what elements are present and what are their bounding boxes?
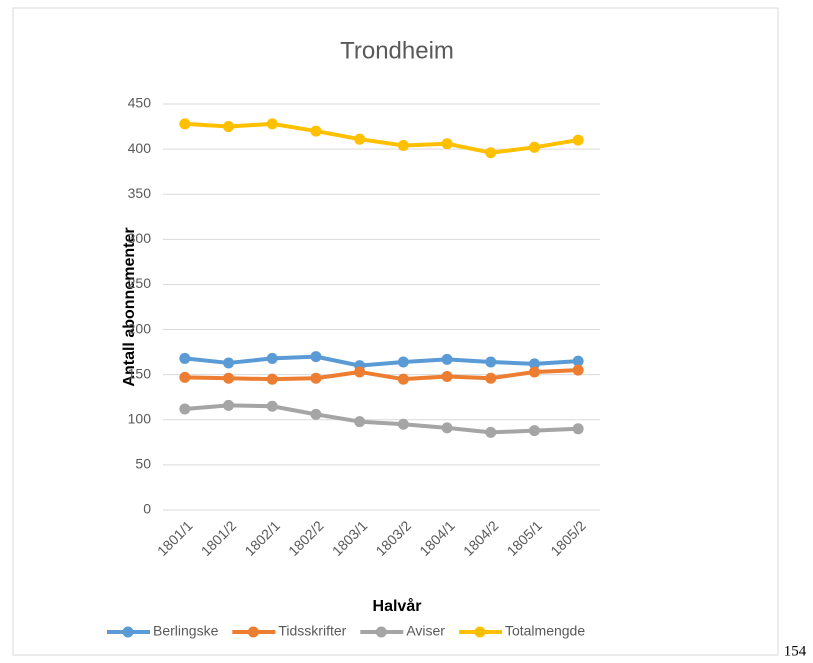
- data-point: [441, 422, 453, 434]
- data-point: [485, 356, 497, 368]
- data-point: [354, 133, 366, 145]
- legend-label: Totalmengde: [505, 623, 585, 639]
- data-point: [572, 355, 584, 367]
- data-point: [572, 134, 584, 146]
- data-point: [397, 356, 409, 368]
- legend-marker: [247, 626, 259, 638]
- data-point: [528, 358, 540, 370]
- data-point: [397, 140, 409, 152]
- data-point: [485, 426, 497, 438]
- data-point: [441, 370, 453, 382]
- data-point: [485, 147, 497, 159]
- series-line: [184, 368, 579, 382]
- page-number: 154: [784, 643, 807, 659]
- y-axis-label: Antall abonnementer: [121, 227, 138, 386]
- legend-label: Tidsskrifter: [278, 623, 346, 639]
- y-tick-label: 300: [128, 230, 152, 246]
- data-point: [266, 373, 278, 385]
- data-point: [223, 357, 235, 369]
- x-axis-label: Halvår: [373, 597, 422, 615]
- y-tick-label: 50: [135, 456, 151, 472]
- data-point: [310, 408, 322, 420]
- y-tick-label: 0: [143, 501, 151, 517]
- data-point: [354, 416, 366, 428]
- legend-marker: [122, 626, 134, 638]
- data-point: [485, 372, 497, 384]
- legend-label: Aviser: [406, 623, 445, 639]
- legend-marker: [474, 626, 486, 638]
- data-point: [310, 125, 322, 137]
- data-point: [266, 118, 278, 130]
- y-tick-label: 350: [128, 185, 152, 201]
- legend-label: Berlingske: [153, 623, 219, 639]
- data-point: [528, 425, 540, 437]
- data-point: [223, 372, 235, 384]
- data-point: [441, 353, 453, 365]
- data-point: [266, 352, 278, 364]
- data-point: [310, 351, 322, 363]
- series-line: [184, 354, 579, 368]
- data-point: [223, 399, 235, 411]
- data-point: [223, 121, 235, 133]
- data-point: [354, 366, 366, 378]
- data-point: [179, 118, 191, 130]
- y-tick-label: 250: [128, 275, 152, 291]
- series-line: [184, 121, 579, 155]
- series-line: [184, 403, 579, 435]
- data-point: [528, 366, 540, 378]
- y-tick-label: 450: [128, 95, 152, 111]
- legend-marker: [375, 626, 387, 638]
- data-point: [179, 371, 191, 383]
- y-tick-label: 150: [128, 365, 152, 381]
- data-point: [310, 372, 322, 384]
- data-point: [441, 138, 453, 150]
- data-point: [572, 364, 584, 376]
- data-point: [572, 423, 584, 435]
- data-point: [528, 141, 540, 153]
- y-tick-label: 100: [128, 410, 152, 426]
- data-point: [397, 418, 409, 430]
- data-point: [397, 373, 409, 385]
- y-tick-label: 400: [128, 140, 152, 156]
- data-point: [266, 400, 278, 412]
- y-tick-label: 200: [128, 320, 152, 336]
- chart-frame: [12, 7, 779, 656]
- chart-title: Trondheim: [340, 37, 454, 64]
- data-point: [179, 352, 191, 364]
- data-point: [179, 403, 191, 415]
